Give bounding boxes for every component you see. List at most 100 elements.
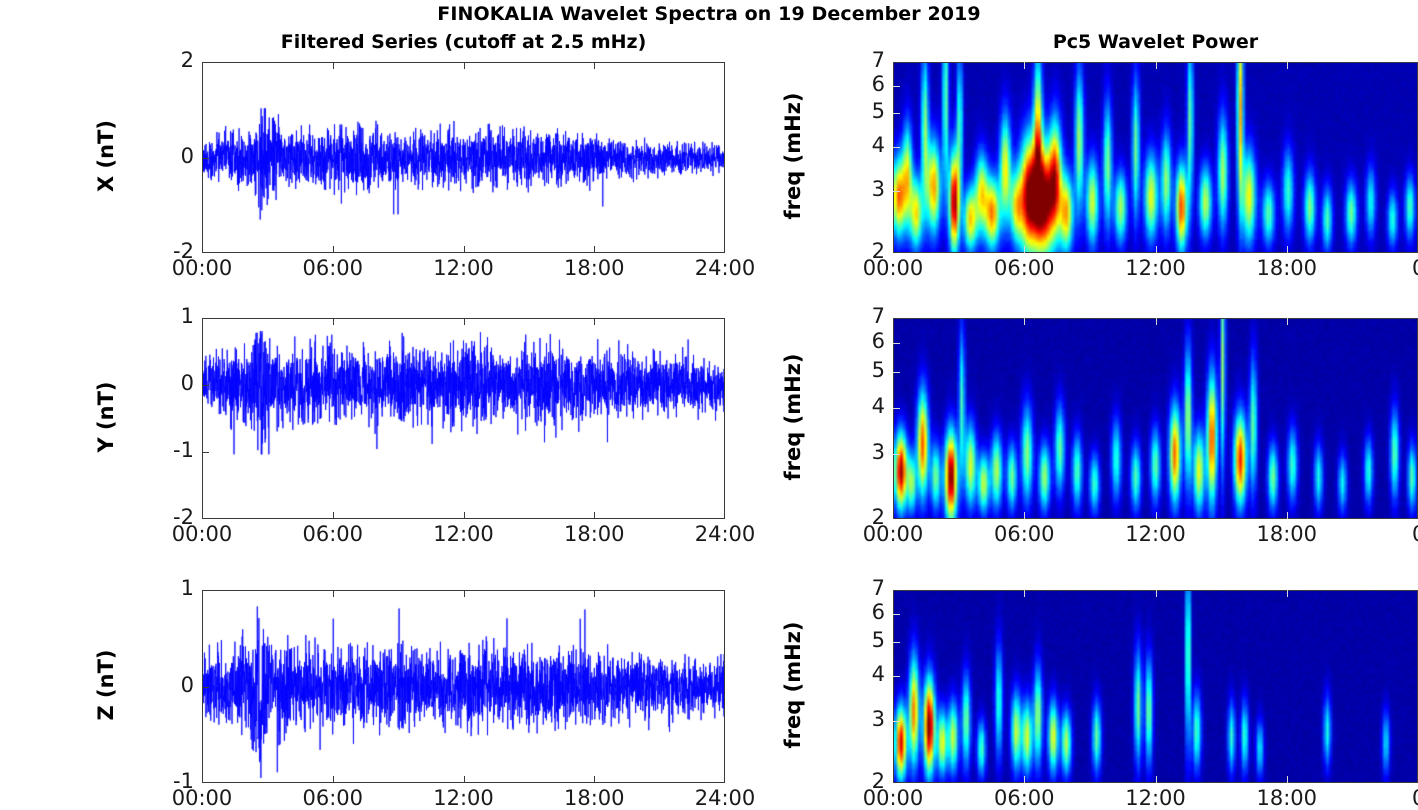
spectrogram-y-ytickmark-1: [893, 343, 900, 345]
series-x-xtickmark-top-2: [464, 62, 466, 69]
spectrogram-y-ylabel: freq (mHz): [781, 353, 805, 480]
spectrogram-x-ytickmark-4: [893, 191, 900, 193]
spectrogram-x-xtickmark-2: [1156, 246, 1158, 253]
series-z-xtickmark-3: [594, 776, 596, 783]
series-z-xtick-4: 24:00: [694, 786, 756, 810]
spectrogram-y-xtickmark-3: [1287, 512, 1289, 519]
series-z-axes[interactable]: [202, 590, 725, 783]
series-y-ytick-1: 0: [180, 371, 194, 395]
spectrogram-x-canvas: [894, 63, 1417, 252]
spectrogram-z-xtickmark-top-3: [1287, 590, 1289, 597]
series-x-xtick-2: 12:00: [433, 256, 494, 280]
spectrogram-x-ylabel: freq (mHz): [781, 92, 805, 219]
spectrogram-y-xtickmark-top-3: [1287, 318, 1289, 325]
series-x-canvas: [203, 63, 724, 252]
spectrogram-z-ytick-3: 4: [871, 662, 885, 687]
spectrogram-x-xtick-4: 00: [1412, 256, 1418, 280]
series-x-ytick-0: 2: [180, 48, 194, 72]
spectrogram-z-ytickmark-3: [893, 676, 900, 678]
series-y-xtickmark-3: [594, 512, 596, 519]
spectrogram-x-xtickmark-top-3: [1287, 62, 1289, 69]
series-y-axes[interactable]: [202, 318, 725, 519]
series-y-ytick-0: 1: [180, 304, 194, 328]
spectrogram-x-ytick-0: 7: [871, 48, 885, 72]
spectrogram-z-xtickmark-2: [1156, 776, 1158, 783]
spectrogram-x-xtickmark-1: [1024, 246, 1026, 253]
spectrogram-y-xtickmark-1: [1024, 512, 1026, 519]
spectrogram-z-ytickmark-1: [893, 614, 900, 616]
spectrogram-y-xtickmark-2: [1156, 512, 1158, 519]
spectrogram-z-ytick-4: 3: [871, 706, 885, 731]
spectrogram-x-ytickmark-2: [893, 113, 900, 115]
spectrogram-z-canvas: [894, 591, 1417, 782]
series-z-ylabel: Z (nT): [94, 649, 118, 721]
spectrogram-x-ytickmark-3: [893, 147, 900, 149]
series-z-xtickmark-top-2: [464, 590, 466, 597]
spectrogram-x-xtick-3: 18:00: [1256, 256, 1318, 280]
spectrogram-y-ytick-5: 2: [871, 505, 885, 529]
figure-canvas: FINOKALIA Wavelet Spectra on 19 December…: [94, 3, 1418, 810]
spectrogram-y-ytick-1: 6: [871, 328, 885, 353]
spectrogram-y-ytickmark-2: [893, 372, 900, 374]
spectrogram-y-xtickmark-top-2: [1156, 318, 1158, 325]
spectrogram-x-ytick-1: 6: [871, 71, 885, 96]
spectrogram-z-ytick-5: 2: [871, 769, 885, 793]
spectrogram-y-ytickmark-4: [893, 454, 900, 456]
series-x-axes[interactable]: [202, 62, 725, 253]
spectrogram-z-ytick-1: 6: [871, 599, 885, 624]
series-x-ytickmark-1: [202, 158, 209, 160]
spectrogram-z-xtick-0: 00:00: [862, 786, 924, 810]
spectrogram-z-xtickmark-1: [1024, 776, 1026, 783]
series-z-xtickmark-1: [333, 776, 335, 783]
spectrogram-z-xtick-2: 12:00: [1125, 786, 1186, 810]
series-x-xtickmark-1: [333, 246, 335, 253]
spectrogram-z-xtick-1: 06:00: [993, 786, 1055, 810]
spectrogram-x-ytick-4: 3: [871, 177, 885, 202]
series-x-xtick-3: 18:00: [563, 256, 625, 280]
series-y-ytickmark-2: [202, 452, 209, 454]
right-column-title: Pc5 Wavelet Power: [1052, 31, 1259, 53]
spectrogram-y-xtick-1: 06:00: [993, 522, 1055, 546]
spectrogram-x-xtick-2: 12:00: [1125, 256, 1186, 280]
series-y-canvas: [203, 319, 724, 518]
spectrogram-y-ytick-0: 7: [871, 304, 885, 328]
series-y-xtickmark-top-3: [594, 318, 596, 325]
series-z-xtickmark-2: [464, 776, 466, 783]
series-y-xtick-2: 12:00: [433, 522, 494, 546]
series-z-xtick-3: 18:00: [563, 786, 625, 810]
spectrogram-y-ytickmark-3: [893, 408, 900, 410]
spectrogram-x-xtickmark-3: [1287, 246, 1289, 253]
series-y-ytickmark-1: [202, 385, 209, 387]
series-x-xtickmark-2: [464, 246, 466, 253]
figure-title: FINOKALIA Wavelet Spectra on 19 December…: [437, 3, 981, 25]
series-z-xtick-2: 12:00: [433, 786, 494, 810]
spectrogram-y-ytick-3: 4: [871, 393, 885, 418]
spectrogram-x-xtick-1: 06:00: [993, 256, 1055, 280]
spectrogram-y-ytick-4: 3: [871, 439, 885, 464]
series-y-xtick-0: 00:00: [171, 522, 233, 546]
spectrogram-y-xtick-0: 00:00: [862, 522, 924, 546]
spectrogram-y-canvas: [894, 319, 1417, 518]
series-y-xtickmark-top-1: [333, 318, 335, 325]
series-y-ytick-3: -2: [173, 505, 194, 529]
series-y-xtickmark-2: [464, 512, 466, 519]
series-z-ytick-1: 0: [180, 672, 194, 697]
series-y-xtick-4: 24:00: [694, 522, 756, 546]
spectrogram-x-ytick-2: 5: [871, 99, 885, 124]
series-z-xtickmark-top-3: [594, 590, 596, 597]
spectrogram-y-xtick-3: 18:00: [1256, 522, 1318, 546]
spectrogram-z-ytick-2: 5: [871, 627, 885, 652]
spectrogram-x-xtick-0: 00:00: [862, 256, 924, 280]
spectrogram-y-xtick-4: 00: [1412, 522, 1418, 546]
spectrogram-x-axes[interactable]: [893, 62, 1418, 253]
spectrogram-y-axes[interactable]: [893, 318, 1418, 519]
spectrogram-y-xtickmark-top-1: [1024, 318, 1026, 325]
spectrogram-x-xtickmark-top-1: [1024, 62, 1026, 69]
spectrogram-x-ytick-5: 2: [871, 239, 885, 263]
spectrogram-z-axes[interactable]: [893, 590, 1418, 783]
spectrogram-z-xtick-4: 00: [1412, 786, 1418, 810]
series-z-xtickmark-top-1: [333, 590, 335, 597]
series-x-xtick-4: 24:00: [694, 256, 756, 280]
series-z-ytickmark-1: [202, 687, 209, 689]
series-y-xtick-3: 18:00: [563, 522, 625, 546]
